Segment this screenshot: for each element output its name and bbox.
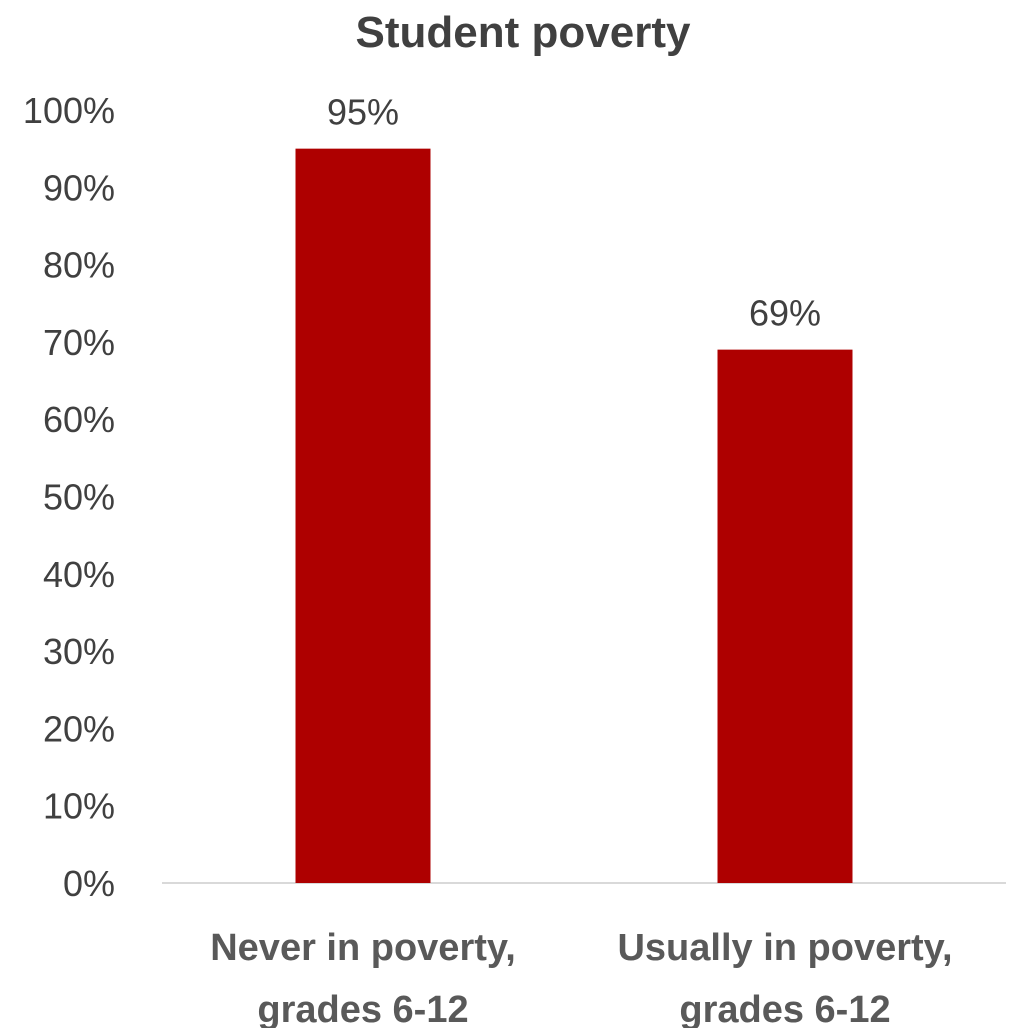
category-label: Usually in poverty, bbox=[617, 927, 952, 969]
bars bbox=[295, 148, 853, 883]
y-tick-label: 100% bbox=[23, 90, 115, 131]
y-tick-label: 60% bbox=[43, 399, 115, 440]
y-tick-label: 50% bbox=[43, 477, 115, 518]
chart-title: Student poverty bbox=[356, 8, 691, 57]
y-tick-label: 80% bbox=[43, 245, 115, 286]
y-tick-label: 10% bbox=[43, 786, 115, 827]
bar bbox=[717, 349, 853, 883]
data-labels: 95% 69% bbox=[327, 92, 821, 334]
y-tick-label: 40% bbox=[43, 554, 115, 595]
data-label: 69% bbox=[749, 293, 821, 334]
y-tick-label: 20% bbox=[43, 708, 115, 749]
y-axis: 0% 10% 20% 30% 40% 50% 60% 70% 80% 90% 100% bbox=[23, 90, 115, 904]
y-tick-label: 0% bbox=[63, 863, 115, 904]
category-label: grades 6-12 bbox=[257, 989, 468, 1028]
category-label: grades 6-12 bbox=[679, 989, 890, 1028]
category-labels: Never in poverty, grades 6-12 Usually in p… bbox=[210, 927, 952, 1028]
bar bbox=[295, 148, 431, 883]
data-label: 95% bbox=[327, 92, 399, 133]
y-tick-label: 70% bbox=[43, 322, 115, 363]
y-tick-label: 90% bbox=[43, 167, 115, 208]
category-label: Never in poverty, bbox=[210, 927, 516, 969]
y-tick-label: 30% bbox=[43, 631, 115, 672]
